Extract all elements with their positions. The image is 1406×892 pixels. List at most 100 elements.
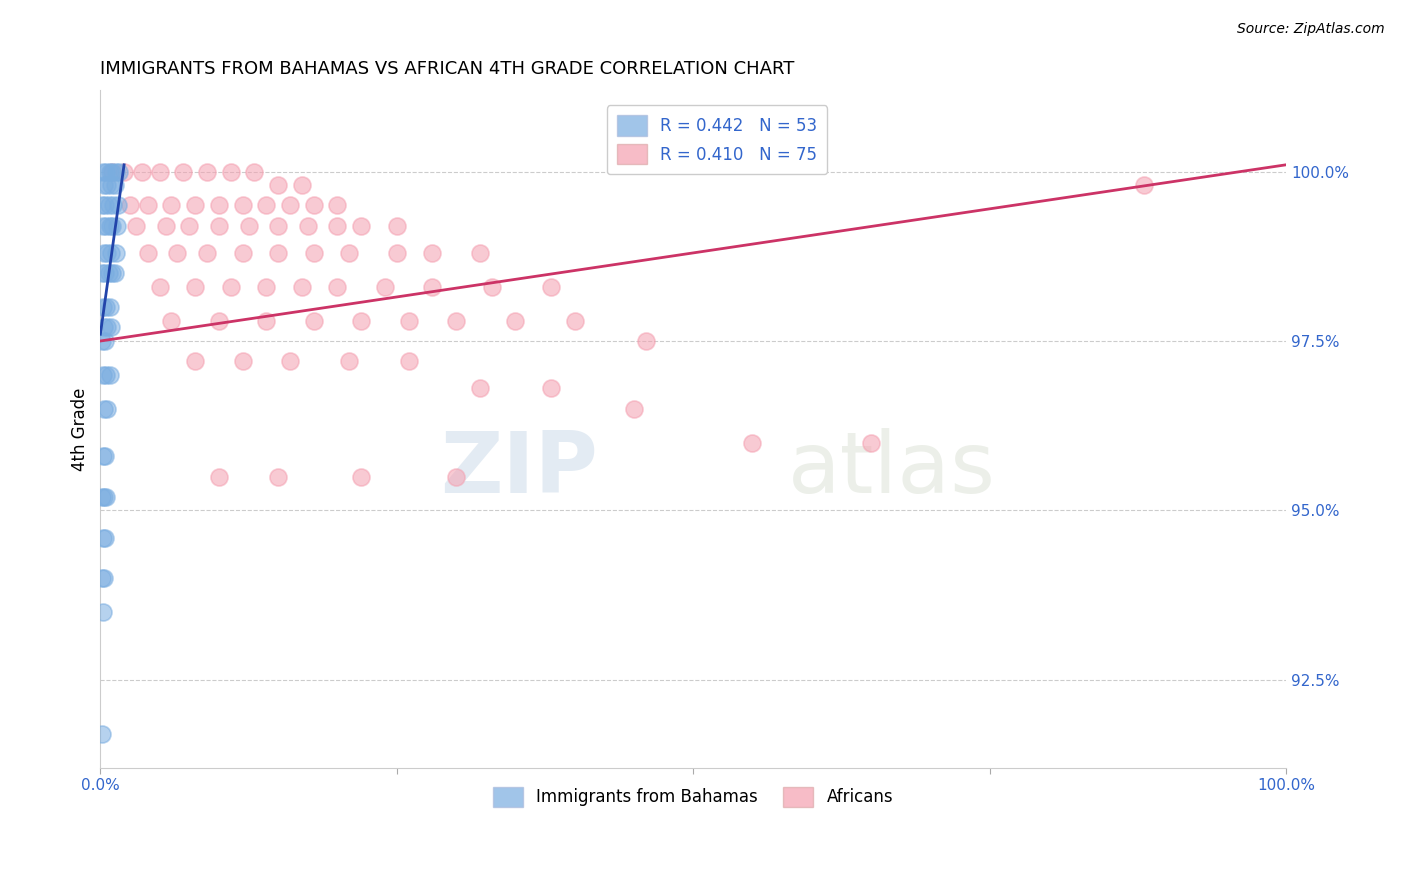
Point — [98, 164, 121, 178]
Point — [219, 280, 242, 294]
Point — [96, 368, 118, 382]
Point — [94, 266, 117, 280]
Point — [149, 280, 172, 294]
Point — [243, 164, 266, 178]
Point — [350, 314, 373, 328]
Point — [90, 490, 112, 504]
Point — [94, 531, 117, 545]
Point — [623, 401, 645, 416]
Point — [420, 280, 443, 294]
Legend: Immigrants from Bahamas, Africans: Immigrants from Bahamas, Africans — [486, 780, 900, 814]
Point — [184, 280, 207, 294]
Point — [278, 198, 301, 212]
Point — [326, 219, 349, 233]
Point — [101, 266, 124, 280]
Point — [90, 266, 112, 280]
Point — [337, 246, 360, 260]
Point — [208, 314, 231, 328]
Point — [859, 435, 882, 450]
Point — [505, 314, 527, 328]
Point — [91, 368, 114, 382]
Point — [267, 178, 290, 193]
Point — [96, 219, 118, 233]
Point — [350, 469, 373, 483]
Point — [302, 314, 325, 328]
Point — [96, 490, 118, 504]
Point — [155, 219, 177, 233]
Point — [208, 219, 231, 233]
Point — [103, 178, 125, 193]
Point — [97, 266, 120, 280]
Point — [94, 334, 117, 348]
Point — [184, 198, 207, 212]
Point — [100, 178, 122, 193]
Point — [540, 381, 562, 395]
Point — [107, 198, 129, 212]
Point — [444, 469, 467, 483]
Point — [350, 219, 373, 233]
Point — [398, 354, 420, 368]
Point — [184, 354, 207, 368]
Point — [208, 469, 231, 483]
Point — [131, 164, 153, 178]
Point — [468, 246, 491, 260]
Point — [96, 178, 118, 193]
Point — [195, 164, 218, 178]
Point — [103, 198, 125, 212]
Point — [93, 571, 115, 585]
Point — [208, 198, 231, 212]
Point — [98, 219, 121, 233]
Point — [1132, 178, 1154, 193]
Text: Source: ZipAtlas.com: Source: ZipAtlas.com — [1237, 22, 1385, 37]
Point — [101, 219, 124, 233]
Point — [96, 246, 118, 260]
Point — [481, 280, 503, 294]
Point — [195, 246, 218, 260]
Point — [540, 280, 562, 294]
Point — [468, 381, 491, 395]
Point — [232, 198, 254, 212]
Point — [232, 354, 254, 368]
Point — [112, 164, 135, 178]
Point — [91, 300, 114, 314]
Point — [125, 219, 148, 233]
Point — [219, 164, 242, 178]
Point — [104, 246, 127, 260]
Point — [97, 198, 120, 212]
Point — [91, 219, 114, 233]
Point — [741, 435, 763, 450]
Point — [172, 164, 194, 178]
Point — [385, 219, 408, 233]
Point — [90, 334, 112, 348]
Point — [100, 246, 122, 260]
Point — [100, 320, 122, 334]
Point — [136, 198, 159, 212]
Point — [564, 314, 586, 328]
Point — [90, 571, 112, 585]
Point — [179, 219, 201, 233]
Point — [291, 280, 314, 294]
Point — [94, 198, 117, 212]
Point — [93, 401, 115, 416]
Point — [238, 219, 260, 233]
Point — [420, 246, 443, 260]
Point — [91, 531, 114, 545]
Point — [96, 300, 118, 314]
Point — [232, 246, 254, 260]
Point — [634, 334, 657, 348]
Y-axis label: 4th Grade: 4th Grade — [72, 387, 89, 471]
Point — [118, 198, 141, 212]
Point — [90, 727, 112, 741]
Text: IMMIGRANTS FROM BAHAMAS VS AFRICAN 4TH GRADE CORRELATION CHART: IMMIGRANTS FROM BAHAMAS VS AFRICAN 4TH G… — [100, 60, 794, 78]
Point — [302, 198, 325, 212]
Point — [91, 605, 114, 619]
Point — [254, 198, 277, 212]
Point — [254, 280, 277, 294]
Point — [160, 198, 183, 212]
Point — [267, 469, 290, 483]
Point — [326, 280, 349, 294]
Point — [93, 490, 115, 504]
Point — [326, 198, 349, 212]
Point — [385, 246, 408, 260]
Point — [291, 178, 314, 193]
